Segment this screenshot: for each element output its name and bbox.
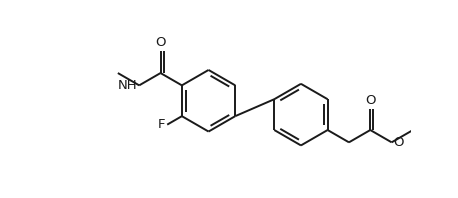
Text: O: O (365, 94, 376, 107)
Text: NH: NH (118, 79, 138, 92)
Text: F: F (158, 118, 166, 131)
Text: O: O (393, 136, 403, 149)
Text: O: O (155, 36, 166, 49)
